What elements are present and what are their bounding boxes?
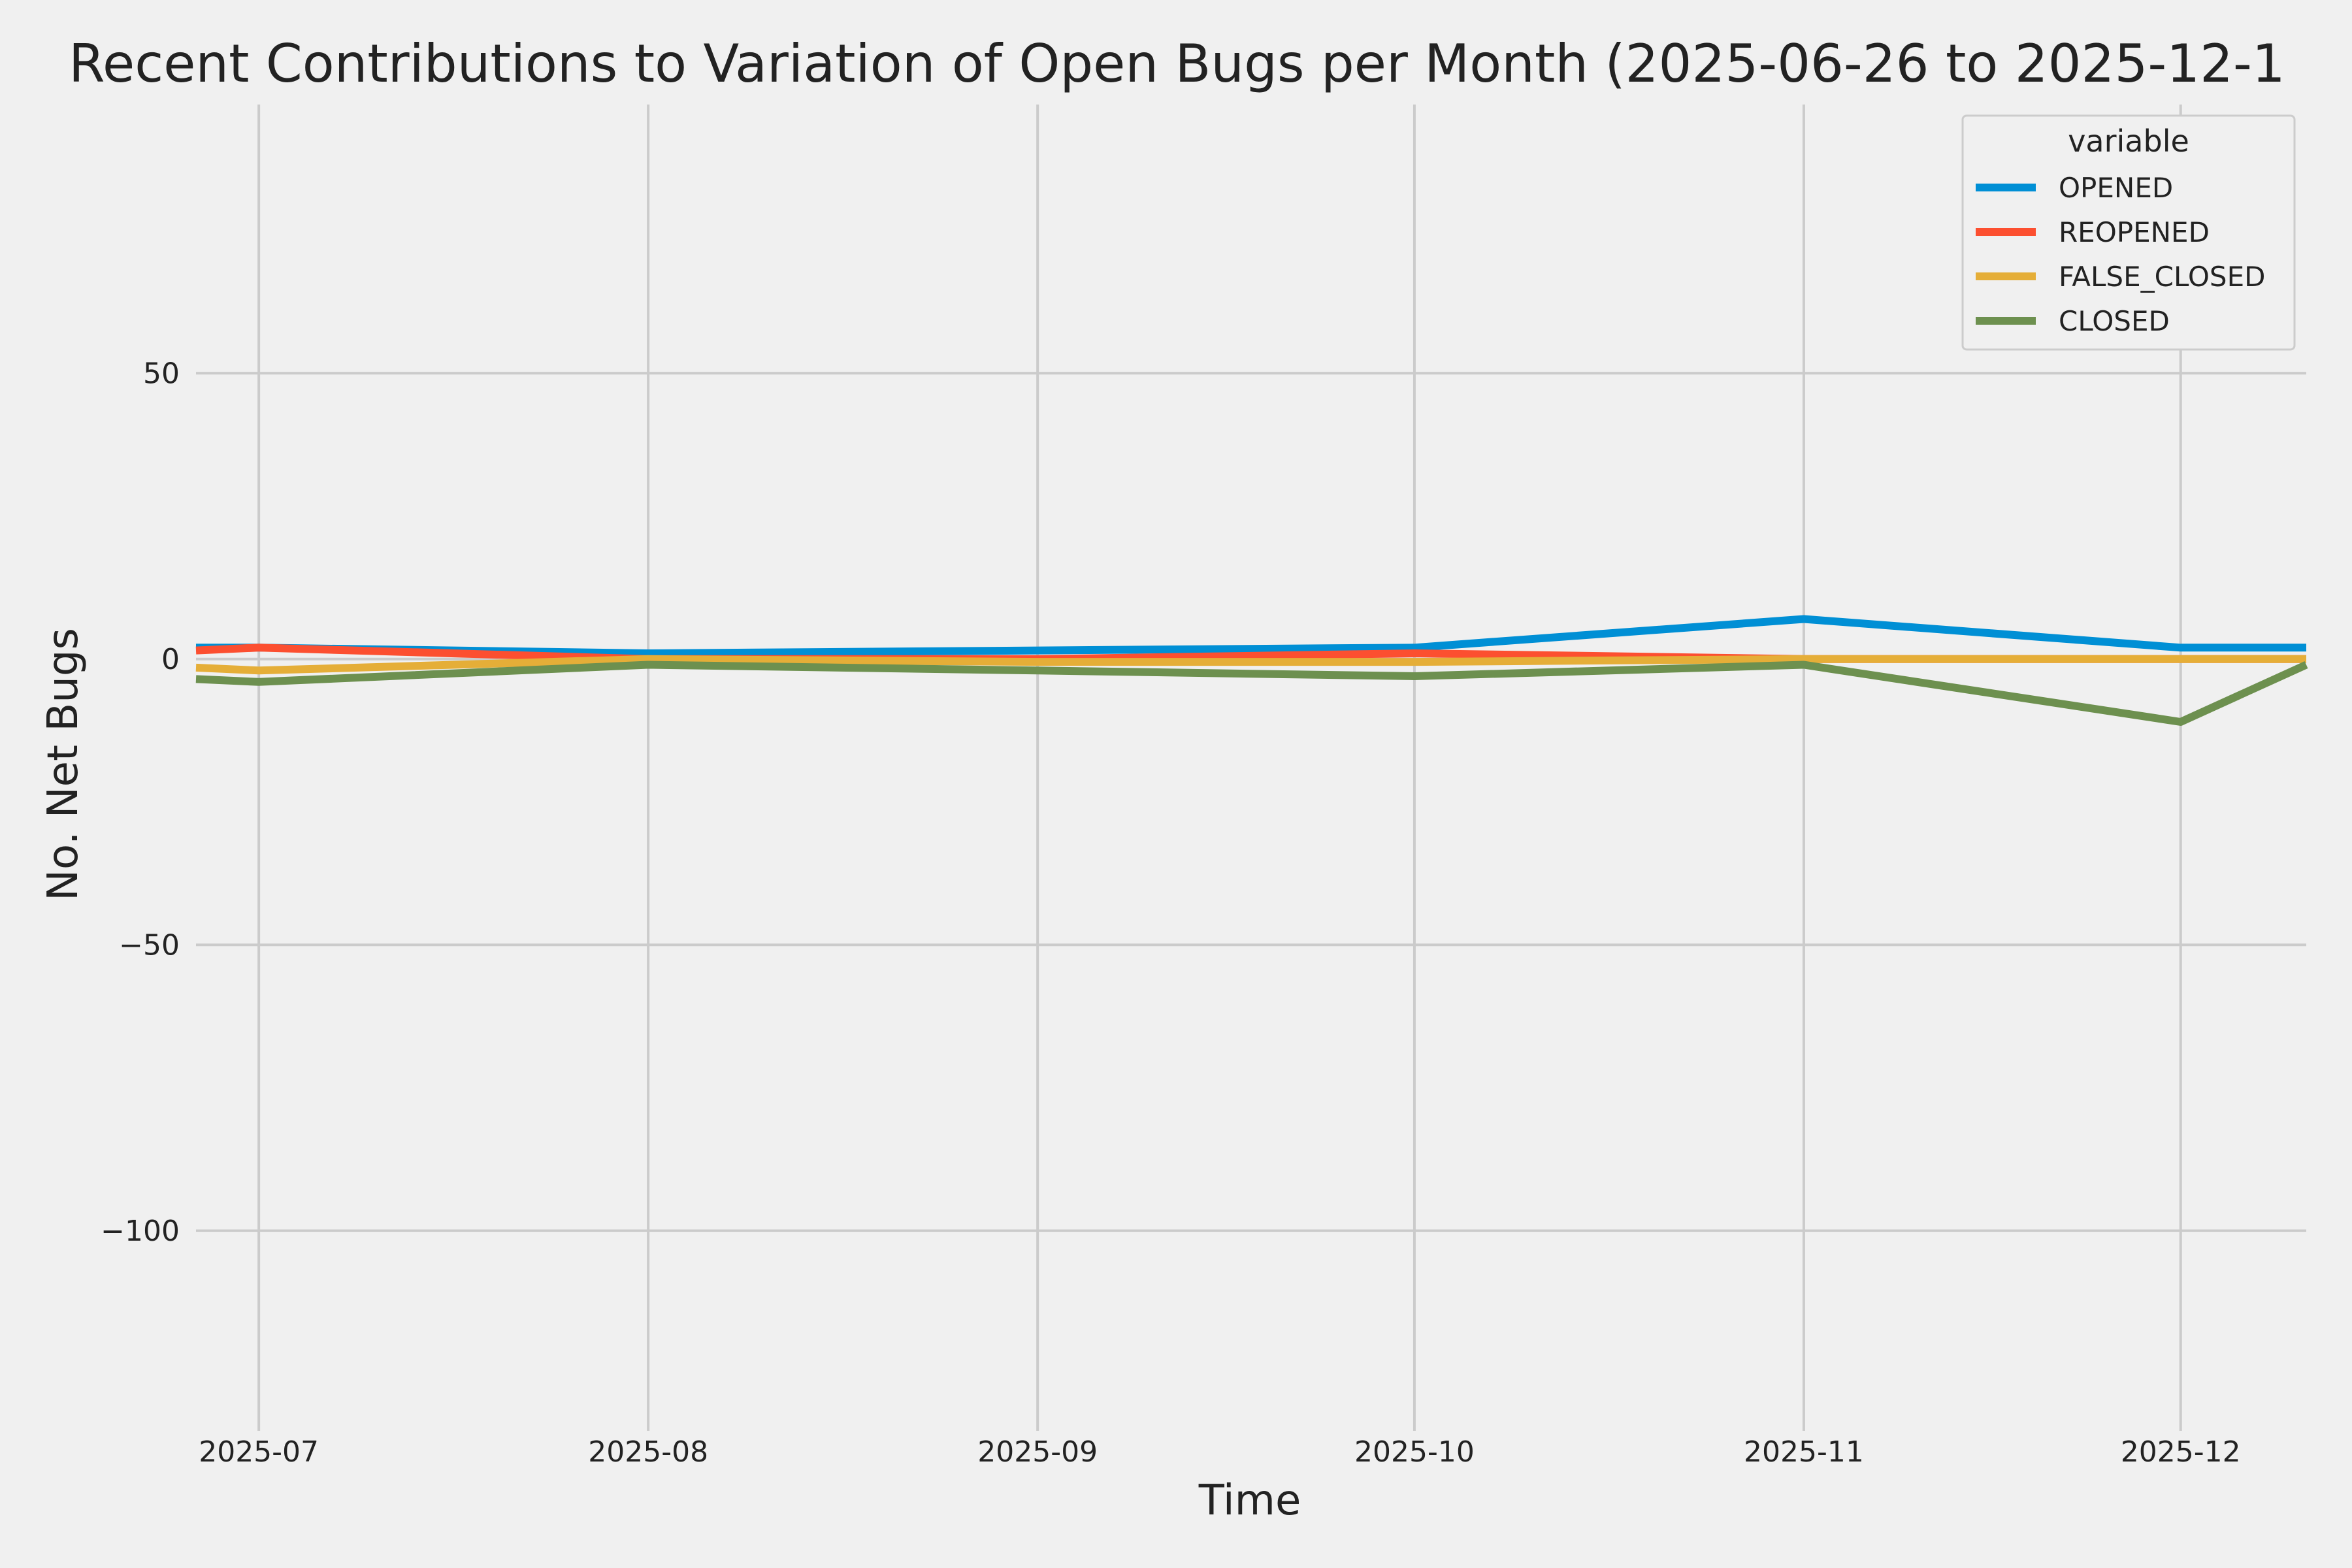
x-tick-label-2025-10: 2025-10 <box>1354 1435 1475 1469</box>
x-tick-label-2025-11: 2025-11 <box>1744 1435 1864 1469</box>
legend-items: OPENED REOPENED FALSE_CLOSED CLOSED <box>1976 172 2265 337</box>
series-layer <box>195 615 2308 726</box>
y-axis-label: No. Net Bugs <box>39 628 88 901</box>
y-tick-label-50: 50 <box>143 357 180 390</box>
y-tick-label-0: 0 <box>161 643 180 676</box>
x-tick-label-2025-09: 2025-09 <box>977 1435 1098 1469</box>
tick-layer: 2025-07 2025-08 2025-09 2025-10 2025-11 2025-… <box>101 357 2241 1469</box>
legend-title: variable <box>2068 123 2189 159</box>
series-line-closed <box>195 661 2308 726</box>
x-tick-label-2025-07: 2025-07 <box>199 1435 319 1469</box>
y-tick-label--50: −50 <box>119 928 180 962</box>
legend: variable OPENED REOPENED FALSE_CLOSED CLOSE… <box>1961 114 2296 351</box>
series-line-false-closed <box>195 655 2306 675</box>
x-tick-label-2025-08: 2025-08 <box>588 1435 708 1469</box>
chart-title: Recent Contributions to Variation of Ope… <box>69 33 2285 94</box>
y-tick-label--100: −100 <box>101 1215 180 1248</box>
series-line-opened <box>196 615 2306 657</box>
x-axis-label: Time <box>1198 1477 1301 1525</box>
legend-box <box>1961 114 2296 351</box>
legend-label-false-closed: FALSE_CLOSED <box>2059 261 2265 293</box>
x-tick-label-2025-12: 2025-12 <box>2121 1435 2241 1469</box>
legend-label-opened: OPENED <box>2059 172 2173 204</box>
legend-label-closed: CLOSED <box>2059 305 2170 337</box>
legend-label-reopened: REOPENED <box>2059 216 2210 248</box>
